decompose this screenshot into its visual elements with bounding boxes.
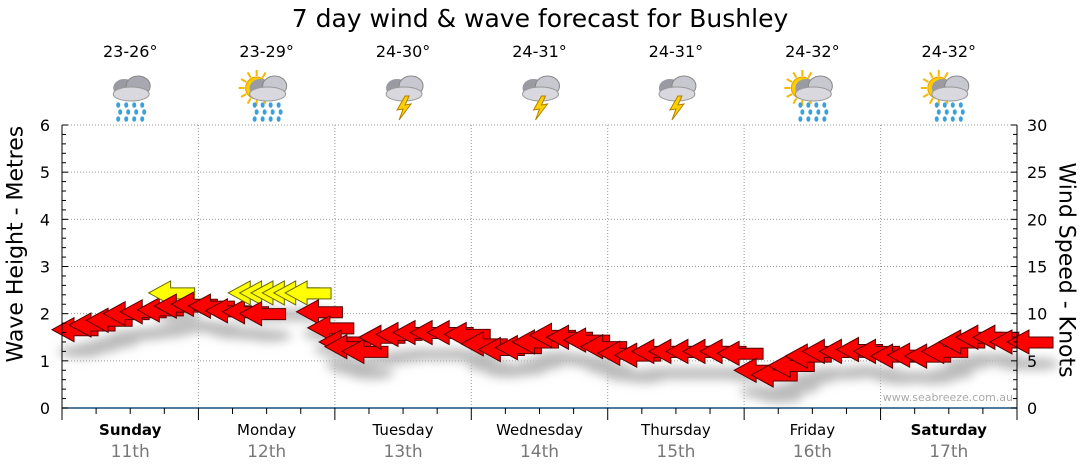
left-tick-label: 6 (40, 116, 50, 135)
temperature-range: 24-32° (785, 42, 840, 61)
left-tick-label: 2 (40, 305, 50, 324)
temperature-range: 23-29° (239, 42, 294, 61)
storm-cloud-icon (522, 75, 560, 121)
sun-cloud-rain-icon (784, 70, 833, 122)
watermark: www.seabreeze.com.au (883, 391, 1013, 404)
arrow-shadow (1013, 357, 1059, 370)
temperature-range: 24-32° (921, 42, 977, 61)
left-tick-label: 1 (40, 352, 50, 371)
wind-arrow (284, 280, 332, 306)
right-tick-label: 20 (1027, 210, 1047, 229)
arrow-shadow (245, 329, 292, 342)
day-name: Thursday (641, 421, 711, 439)
wind-arrow (340, 338, 389, 365)
left-tick-label: 3 (40, 258, 50, 277)
left-tick-label: 5 (40, 163, 50, 182)
day-date: 15th (656, 442, 696, 462)
rain-cloud-icon (112, 75, 151, 122)
right-tick-label: 0 (1027, 399, 1037, 418)
right-tick-label: 5 (1027, 352, 1037, 371)
wind-arrow (1005, 329, 1054, 355)
day-date: 11th (110, 442, 150, 462)
right-tick-label: 25 (1027, 163, 1047, 182)
arrow-shadow (927, 367, 974, 380)
temperature-range: 24-30° (375, 42, 431, 61)
day-name: Tuesday (372, 421, 434, 439)
left-tick-label: 4 (40, 210, 50, 229)
weather-icons (112, 70, 970, 122)
day-date: 12th (247, 442, 287, 462)
arrow-shadow (757, 390, 804, 403)
left-tick-label: 0 (40, 399, 50, 418)
chart-title: 7 day wind & wave forecast for Bushley (291, 4, 789, 33)
day-name: Monday (237, 421, 297, 439)
day-date: 16th (792, 442, 832, 462)
day-date: 13th (383, 442, 423, 462)
wind-arrow (238, 300, 287, 327)
right-tick-label: 10 (1027, 305, 1047, 324)
wind-chart: 0 1 2 3 4 5 6 0 5 10 15 20 25 30 www.seabreeze.com.au (40, 116, 1059, 420)
day-name: Saturday (910, 421, 987, 439)
day-name: Wednesday (496, 421, 583, 439)
storm-cloud-icon (385, 75, 424, 121)
temperature-range: 24-31° (648, 42, 704, 61)
arrow-shadow (347, 367, 394, 380)
right-tick-label: 30 (1027, 116, 1047, 135)
day-date: 17th (929, 442, 969, 462)
sun-cloud-rain-icon (238, 70, 288, 122)
temperature-range: 24-31° (512, 42, 567, 61)
day-name: Sunday (99, 421, 162, 439)
wind-arrow (716, 340, 764, 367)
temperature-range: 23-26° (102, 42, 158, 61)
day-name: Friday (789, 421, 836, 439)
sun-cloud-rain-icon (920, 70, 970, 122)
storm-cloud-icon (658, 75, 697, 121)
right-tick-label: 15 (1027, 258, 1047, 277)
arrow-shadow (774, 381, 821, 394)
day-date: 14th (519, 442, 560, 462)
wind-arrow (85, 307, 133, 334)
